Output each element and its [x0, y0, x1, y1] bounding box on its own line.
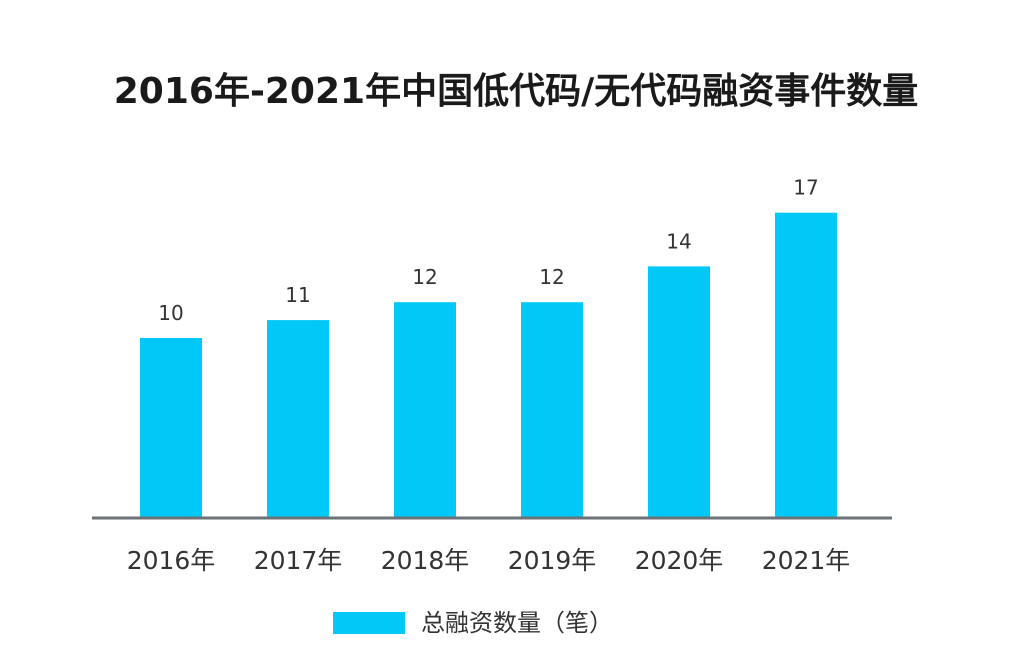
- data-label-2018年: 12: [412, 265, 437, 289]
- legend-swatch: [333, 612, 405, 634]
- legend: 总融资数量（笔）: [333, 609, 613, 637]
- bars-layer: [140, 212, 837, 517]
- x-tick-label-2019年: 2019年: [508, 546, 597, 575]
- data-label-2020年: 14: [666, 229, 691, 253]
- bar-2019年: [521, 302, 583, 517]
- x-tick-label-2021年: 2021年: [762, 546, 851, 575]
- data-labels-layer: 10 11 12 12 14 17: [158, 176, 818, 325]
- bar-2020年: [648, 266, 710, 517]
- x-tick-label-2018年: 2018年: [381, 546, 470, 575]
- data-label-2017年: 11: [285, 283, 310, 307]
- x-tick-labels-layer: 2016年 2017年 2018年 2019年 2020年 2021年: [127, 546, 851, 575]
- bar-2018年: [394, 302, 456, 517]
- chart-title: 2016年-2021年中国低代码/无代码融资事件数量: [113, 71, 919, 112]
- x-tick-label-2017年: 2017年: [254, 546, 343, 575]
- bar-2016年: [140, 338, 202, 517]
- x-tick-label-2016年: 2016年: [127, 546, 216, 575]
- x-tick-label-2020年: 2020年: [635, 546, 724, 575]
- data-label-2019年: 12: [539, 265, 564, 289]
- data-label-2021年: 17: [793, 176, 818, 200]
- legend-label: 总融资数量（笔）: [421, 609, 613, 637]
- bar-2021年: [775, 212, 837, 517]
- bar-2017年: [267, 320, 329, 517]
- data-label-2016年: 10: [158, 301, 183, 325]
